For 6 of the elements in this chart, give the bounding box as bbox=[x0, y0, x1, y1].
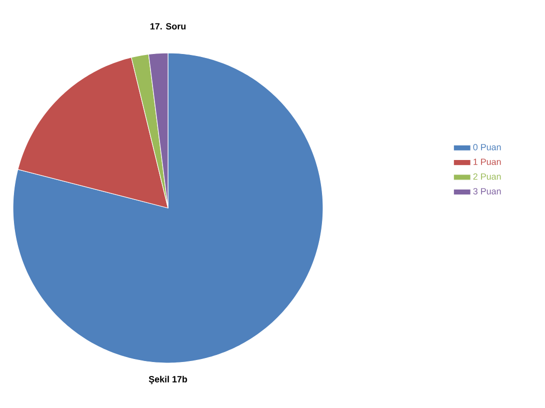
legend-label: 1 Puan bbox=[474, 158, 501, 165]
legend-label: 2 Puan bbox=[473, 173, 501, 180]
legend-label: 0 Puan bbox=[473, 144, 501, 150]
chart-title: 17. Soru bbox=[150, 23, 186, 30]
text: Şekil 17b bbox=[148, 376, 188, 384]
legend-label: 3 Puan bbox=[473, 188, 501, 194]
